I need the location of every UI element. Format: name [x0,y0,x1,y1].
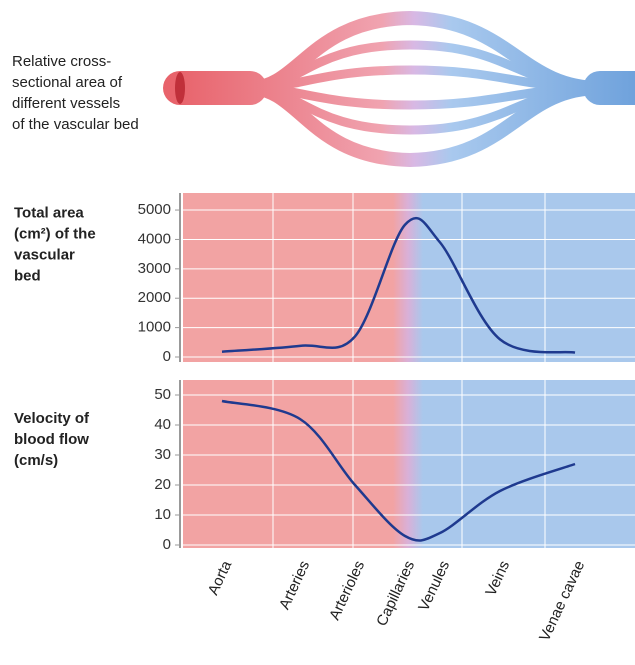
y-axis-label: (cm²) of the [14,225,96,242]
x-tick-label: Venules [415,558,453,614]
y-axis-label: vascular [14,246,75,263]
y-axis-label: Velocity of [14,410,90,427]
annotation-line: Relative cross- [12,53,111,70]
y-tick-label: 20 [154,476,171,493]
vessel-illustration [175,18,635,160]
x-tick-label: Venae cavae [536,558,588,644]
y-axis-label: Total area [14,204,84,221]
y-tick-label: 50 [154,386,171,403]
y-tick-label: 4000 [138,230,171,247]
x-tick-label: Capillaries [373,558,418,629]
y-tick-label: 30 [154,446,171,463]
annotation-line: of the vascular bed [12,116,139,133]
y-axis-label: bed [14,267,41,284]
x-tick-label: Arteries [276,558,313,612]
y-tick-label: 1000 [138,319,171,336]
y-tick-label: 5000 [138,201,171,218]
y-tick-label: 10 [154,506,171,523]
y-tick-label: 40 [154,416,171,433]
y-tick-label: 2000 [138,289,171,306]
annotation-line: different vessels [12,95,120,112]
x-tick-label: Veins [482,558,513,598]
y-axis-label: (cm/s) [14,452,58,469]
y-tick-label: 0 [163,348,171,365]
y-axis-label: blood flow [14,431,89,448]
figure: Relative cross-sectional area of differen… [0,0,635,665]
annotation-line: sectional area of [12,74,123,91]
y-tick-label: 3000 [138,260,171,277]
plot-background [183,193,635,362]
x-tick-label: Arterioles [326,558,368,623]
x-tick-label: Aorta [205,558,236,598]
y-tick-label: 0 [163,536,171,553]
